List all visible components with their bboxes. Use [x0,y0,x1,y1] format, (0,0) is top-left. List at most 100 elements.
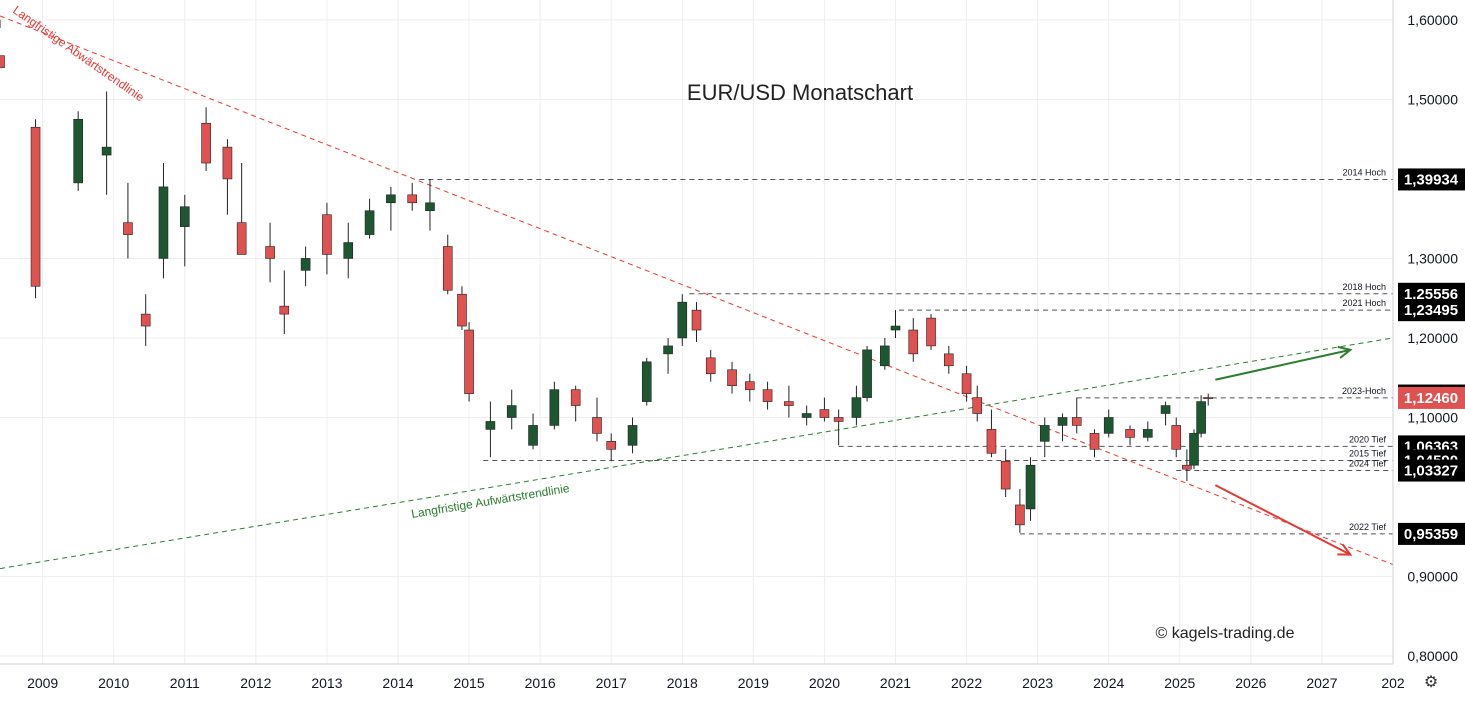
price-badge [1398,168,1465,191]
trend-arrow [1214,484,1351,556]
y-tick-label: 1,30000 [1407,250,1458,266]
horizontal-levels: 2014 Hoch 1,39934 2018 Hoch 1,25556 2021 Hoc… [419,167,1465,545]
candle-body [201,122,211,164]
candle-body [123,222,133,235]
x-tick-label: 2021 [880,675,911,691]
candle-body [1171,425,1182,450]
candle-body [641,361,652,402]
candle-body [1203,397,1214,399]
candle-body [851,397,862,418]
candle-body [343,242,354,259]
candle-body [442,246,453,291]
candle-body [592,417,602,434]
candle-body [1189,433,1199,466]
y-tick-label: 1,20000 [1407,330,1458,346]
candle-body [425,202,435,212]
x-tick-label: 2024 [1093,675,1124,691]
x-tick-label: 2009 [27,675,58,691]
candle-body [1182,464,1192,470]
candle-body [506,405,517,418]
candle-body [1143,429,1153,438]
candle-body [158,186,169,259]
x-tick-label: 2017 [596,675,627,691]
price-badge-label: 1,12460 [1404,390,1458,407]
candle-body [890,325,901,331]
level-label: 2024 Tief [1349,459,1387,469]
y-tick-label: 0,80000 [1407,648,1458,664]
x-tick-label: 2013 [311,675,342,691]
watermark-text: © kagels-trading.de [1156,625,1295,642]
candle-body [222,146,233,180]
candle-body [606,441,617,450]
x-tick-label: 2011 [170,675,200,691]
trendline [0,15,1394,566]
candle-body [1196,401,1206,434]
candle-body [908,329,919,355]
level-label: 2022 Tief [1349,522,1387,532]
candle-body [464,329,474,394]
candle-body [1057,417,1068,426]
trend-arrowhead [1337,345,1353,359]
level-label: 2014 Hoch [1342,167,1386,177]
x-tick-label: 2027 [1306,675,1337,691]
candle-body [627,425,638,446]
y-tick-label: 1,10000 [1407,409,1458,425]
candle-body [880,345,890,367]
candle-body [1089,433,1100,450]
x-tick-label: 2023 [1022,675,1053,691]
level-label: 2020 Tief [1349,434,1387,444]
price-badge [1398,299,1465,322]
candle-body [140,313,151,327]
trend-arrowhead [1337,543,1353,556]
candle-body [570,389,581,406]
candle-body [1125,429,1135,438]
annotations [1214,345,1353,556]
price-badge [1398,459,1465,482]
candle-body [549,389,560,426]
candle-body [819,409,830,418]
settings-icon[interactable]: ⚙ [1423,674,1439,691]
candle-body [862,349,872,398]
x-tick-label: 2015 [453,675,484,691]
level-label: 2021 Hoch [1342,298,1386,308]
level-label: 2018 Hoch [1342,282,1386,292]
candle-body [236,222,247,255]
candle-body [386,194,396,204]
candle-body [485,421,496,430]
candle-body [691,309,702,331]
x-tick-label: 202 [1381,675,1405,691]
candle-body [407,194,418,204]
candle-body [279,305,290,315]
price-badge-label: 1,25556 [1404,286,1458,303]
y-tick-label: 1,60000 [1407,12,1458,28]
x-tick-label: 2026 [1235,675,1266,691]
trendline [0,337,1394,570]
level-label: 2023-Hoch [1342,386,1386,396]
candle-body [961,373,972,394]
candle-body [528,425,538,446]
candle-body [0,55,5,68]
candle-body [1103,417,1114,434]
candles [0,19,1214,533]
candle-body [705,357,716,375]
candle-body [1025,464,1036,510]
candle-body [801,413,812,418]
y-tick-label: 0,90000 [1407,569,1458,585]
price-badge [1398,386,1465,409]
price-badge-label: 1,39934 [1404,171,1459,188]
price-badge [1398,522,1465,545]
candle-body [745,381,755,390]
x-tick-label: 2010 [98,675,129,691]
candle-body [972,397,983,414]
candle-body [179,206,190,227]
candle-body [1071,417,1082,426]
axes: 2009 2010 2011 2012 2013 2014 2015 2016 2017 2018… [0,0,1458,691]
candle-body [1000,460,1011,490]
price-badge-label: 1,03327 [1404,463,1458,480]
x-tick-label: 2020 [809,675,840,691]
x-tick-label: 2022 [951,675,982,691]
candle-body [101,146,112,156]
candle-body [926,317,936,347]
